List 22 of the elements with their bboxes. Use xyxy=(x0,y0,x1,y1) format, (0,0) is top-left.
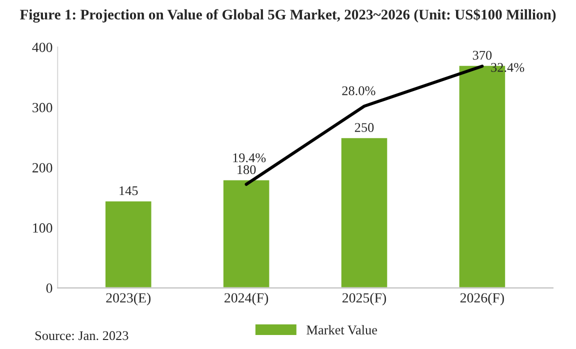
y-tick-label: 400 xyxy=(32,42,52,52)
x-tick-label: 2025(F) xyxy=(342,292,386,306)
chart-title: Figure 1: Projection on Value of Global 5G Market, 2023~2026 (Unit: US$100 Million) xyxy=(20,8,556,23)
data-label: 145 xyxy=(120,186,138,196)
y-tick-label: 300 xyxy=(32,102,52,112)
bar xyxy=(222,178,271,288)
data-label: 28.0% xyxy=(342,86,376,96)
data-label: 19.4% xyxy=(233,153,266,162)
legend-label: Market Value xyxy=(306,325,378,335)
bar xyxy=(340,136,389,288)
source-note: Source: Jan. 2023 xyxy=(35,331,128,340)
x-tick-label: 2024(F) xyxy=(224,292,268,306)
data-label: 250 xyxy=(354,123,374,132)
x-tick-label: 2026(F) xyxy=(460,292,504,306)
bar xyxy=(104,200,153,288)
y-tick-label: 100 xyxy=(33,223,52,233)
y-tick-label: 200 xyxy=(32,163,52,172)
data-label: 370 xyxy=(472,50,492,60)
x-tick-label: 2023(E) xyxy=(106,292,151,306)
y-tick-label: 0 xyxy=(46,284,52,293)
data-label: 32.4% xyxy=(491,62,524,72)
data-label: 180 xyxy=(238,165,256,174)
